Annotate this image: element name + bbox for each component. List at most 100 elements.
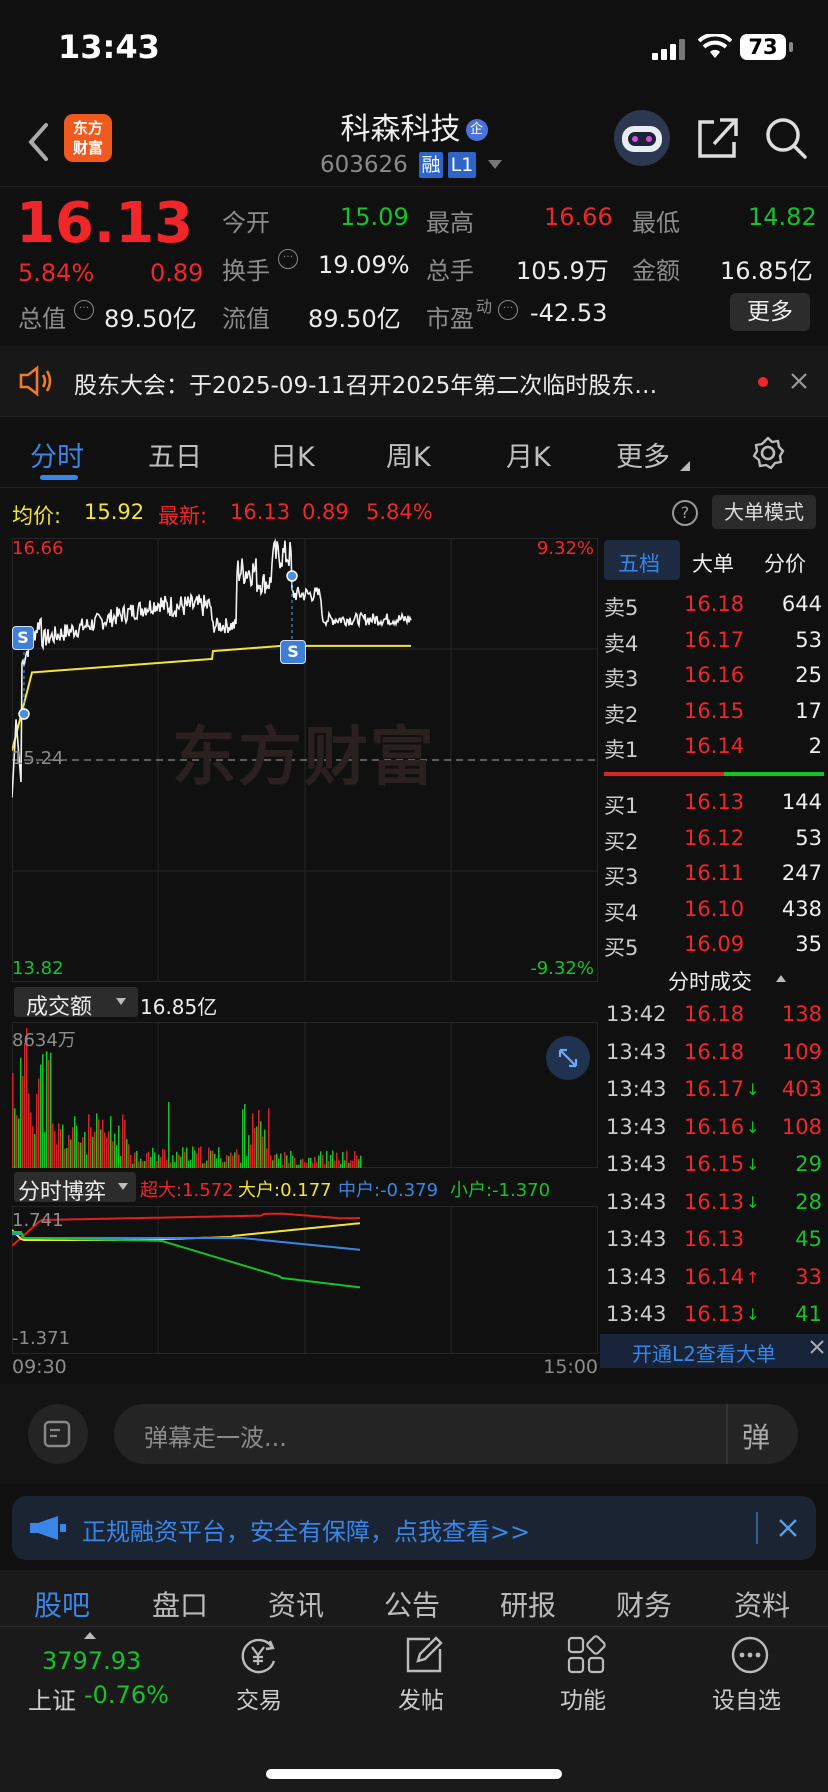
volume-bar (122, 1114, 124, 1168)
order-flow-header: 分时博弈 超大:1.572 大户:0.177 中户:-0.379 小户:-1.3… (12, 1170, 598, 1206)
volume-bar (18, 1118, 20, 1168)
volume-bar (168, 1102, 170, 1168)
trade-row: 13:43 16.14 ↑ 33 (600, 1259, 828, 1296)
volume-bar (260, 1121, 262, 1168)
close-icon[interactable] (790, 372, 808, 390)
tab-daily-k[interactable]: 日K (270, 442, 315, 473)
bid-level: 买3 (604, 865, 639, 889)
intraday-price-chart[interactable]: S S 东方财富 16.66 15.24 13.82 9.32% -9.32% (12, 538, 598, 982)
info-icon[interactable]: ··· (278, 249, 298, 269)
caret-down-icon[interactable] (488, 160, 502, 170)
corner-triangle-icon (680, 461, 690, 471)
home-indicator[interactable] (266, 1769, 562, 1779)
sell-marker-icon[interactable]: S (280, 640, 306, 664)
more-button[interactable]: 更多 (730, 293, 810, 331)
post-button[interactable]: 发帖 (382, 1627, 466, 1727)
logo-text-1: 东方 (72, 119, 103, 137)
ask-row[interactable]: 卖3 16.16 25 (600, 659, 828, 694)
robot-avatar-icon[interactable] (614, 110, 670, 166)
tab-forum[interactable]: 股吧 (34, 1589, 91, 1622)
volume-bar (208, 1147, 210, 1168)
l2-upgrade-banner[interactable]: 开通L2查看大单 (600, 1334, 828, 1368)
trade-volume: 45 (795, 1227, 822, 1251)
back-icon[interactable] (26, 122, 50, 162)
bid-row[interactable]: 买5 16.09 35 (600, 928, 828, 963)
volume-bar (244, 1104, 246, 1168)
expand-icon[interactable] (546, 1036, 590, 1080)
ask-volume: 644 (781, 592, 822, 616)
comment-input[interactable]: 弹幕走一波... 弹 (114, 1404, 798, 1464)
tab-five-day[interactable]: 五日 (148, 442, 202, 473)
bid-row[interactable]: 买1 16.13 144 (600, 786, 828, 821)
caret-up-icon[interactable] (84, 1631, 96, 1639)
high-label: 最高 (426, 209, 474, 237)
pct-axis-low: -9.32% (530, 958, 594, 979)
volume-bar (230, 1152, 232, 1168)
order-flow-chart[interactable]: 1.741 -1.371 09:30 15:00 (12, 1206, 598, 1378)
tab-price-dist[interactable]: 分价 (764, 552, 806, 576)
bid-row[interactable]: 买2 16.12 53 (600, 822, 828, 857)
close-icon[interactable] (778, 1518, 798, 1538)
volume-bar (196, 1153, 198, 1168)
tab-profile[interactable]: 资料 (734, 1589, 791, 1622)
comment-list-icon[interactable] (28, 1404, 88, 1464)
close-icon[interactable] (810, 1340, 824, 1354)
volume-bar (102, 1119, 104, 1168)
wifi-icon (698, 34, 732, 58)
search-icon[interactable] (764, 116, 808, 162)
volume-bar (26, 1028, 28, 1168)
big-order-mode-button[interactable]: 大单模式 (712, 495, 816, 529)
bid-row[interactable]: 买4 16.10 438 (600, 893, 828, 928)
flow-indicator-select[interactable] (14, 1172, 136, 1202)
volume-bar (326, 1150, 328, 1168)
speaker-icon (19, 365, 52, 397)
ask-row[interactable]: 卖5 16.18 644 (600, 588, 828, 623)
volume-bar (224, 1161, 226, 1168)
volume-bar (192, 1146, 194, 1168)
ask-row[interactable]: 卖2 16.15 17 (600, 695, 828, 730)
add-watchlist-button[interactable]: 设自选 (700, 1627, 800, 1727)
tab-news[interactable]: 资讯 (268, 1589, 325, 1622)
tab-weekly-k[interactable]: 周K (386, 442, 431, 473)
open-value: 15.09 (340, 203, 409, 231)
tab-financials[interactable]: 财务 (616, 1589, 673, 1622)
promo-banner[interactable]: 正规融资平台，安全有保障，点我查看>> (12, 1496, 816, 1560)
features-button[interactable]: 功能 (544, 1627, 628, 1727)
volume-bar (254, 1127, 256, 1168)
info-icon[interactable]: ··· (74, 300, 94, 320)
ask-row[interactable]: 卖1 16.14 2 (600, 730, 828, 765)
bid-level: 买4 (604, 900, 639, 925)
volume-bar (246, 1155, 248, 1168)
index-ticker[interactable]: 3797.93 上证 -0.76% (0, 1627, 180, 1727)
notice-bar[interactable]: 股东大会：于2025-09-11召开2025年第二次临时股东… (0, 346, 828, 416)
volume-bar (142, 1161, 144, 1168)
latest-value: 16.13 (230, 500, 291, 524)
info-icon[interactable]: ··· (498, 300, 518, 320)
tab-announcements[interactable]: 公告 (384, 1589, 441, 1622)
bid-row[interactable]: 买3 16.11 247 (600, 857, 828, 892)
volume-indicator-select[interactable] (14, 987, 138, 1017)
share-icon[interactable] (696, 114, 738, 160)
help-icon[interactable]: ? (672, 500, 698, 526)
trade-row: 13:43 16.13 45 (600, 1221, 828, 1258)
tab-monthly-k[interactable]: 月K (506, 442, 551, 473)
tab-research[interactable]: 研报 (500, 1589, 557, 1622)
volume-bar (88, 1114, 90, 1168)
volume-bar (322, 1154, 324, 1168)
tab-big-orders[interactable]: 大单 (692, 552, 734, 576)
caret-up-icon[interactable] (776, 974, 786, 982)
ask-row[interactable]: 卖4 16.17 53 (600, 624, 828, 659)
sell-marker-icon[interactable]: S (12, 626, 34, 650)
trade-button[interactable]: 交易 (218, 1627, 302, 1727)
tab-orderbook[interactable]: 盘口 (152, 1589, 209, 1622)
send-danmu-button[interactable]: 弹 (742, 1421, 771, 1454)
volume-bar (284, 1152, 286, 1168)
volume-bar (74, 1116, 76, 1168)
volume-chart[interactable]: 8634万 (12, 1022, 598, 1168)
bid-level: 买5 (604, 936, 639, 960)
tab-more[interactable]: 更多 (616, 442, 670, 473)
volume-bar (350, 1160, 352, 1168)
gear-icon[interactable] (750, 435, 786, 471)
tab-intraday[interactable]: 分时 (30, 442, 84, 473)
tab-five-levels[interactable]: 五档 (618, 552, 660, 576)
